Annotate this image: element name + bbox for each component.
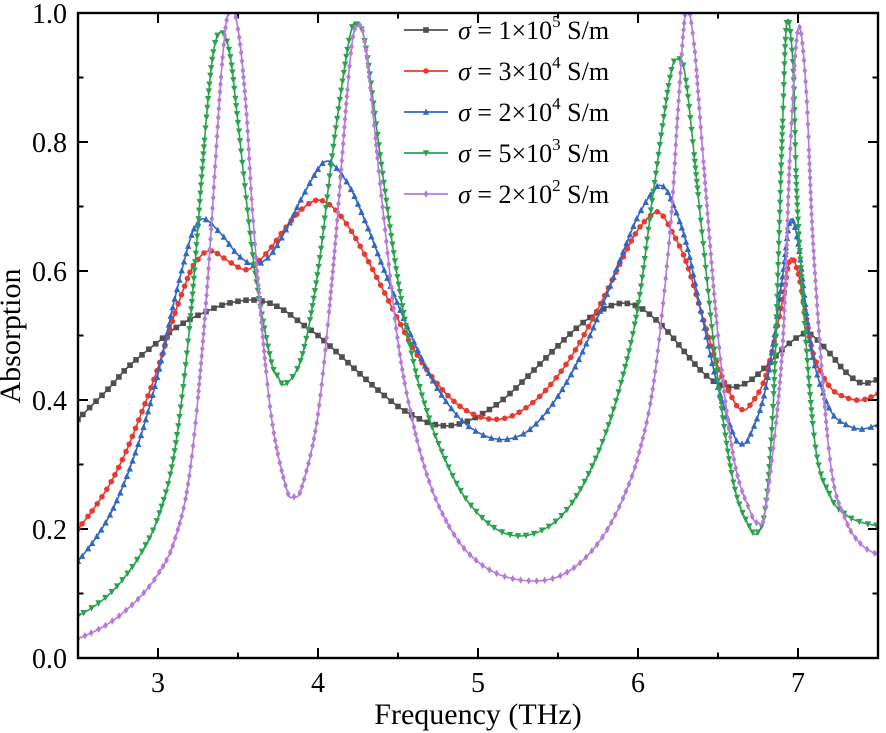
x-tick-label: 5 (471, 668, 485, 699)
legend-item-sigma-1e5: σ = 1×105 S/m (404, 12, 609, 45)
x-tick-label: 7 (791, 668, 805, 699)
y-tick-label: 0.0 (32, 644, 67, 675)
series-sigma-2e4 (78, 158, 878, 565)
series-sigma-2e2 (78, 13, 878, 643)
y-tick-label: 0.6 (32, 257, 67, 288)
series-markers-sigma-2e4 (78, 158, 878, 565)
series-markers-sigma-5e3 (78, 19, 878, 620)
legend: σ = 1×105 S/m σ = 3×104 S/m σ = 2×104 S/m σ… (404, 12, 609, 209)
legend-label: σ = 2×102 S/m (458, 176, 609, 209)
legend-label: σ = 3×104 S/m (458, 53, 609, 86)
axes-ticks-layer: 3 4 5 6 7 0.0 0.2 0.4 0.6 0.8 1.0 (32, 0, 879, 699)
series-markers-sigma-2e2 (78, 13, 877, 643)
y-tick-label: 1.0 (32, 0, 67, 30)
series-sigma-5e3 (78, 18, 878, 620)
x-tick-label: 6 (631, 668, 645, 699)
legend-item-sigma-2e4: σ = 2×104 S/m (404, 94, 609, 127)
y-tick-label: 0.4 (32, 386, 67, 417)
x-tick-label: 4 (311, 668, 325, 699)
series-line-sigma-1e5 (78, 299, 878, 427)
y-axis-title: Absorption (0, 269, 27, 404)
series-line-sigma-3e4 (78, 199, 878, 530)
legend-item-sigma-5e3: σ = 5×103 S/m (404, 135, 609, 168)
series-layer (78, 13, 878, 643)
axes-frame (76, 11, 880, 660)
y-tick-label: 0.2 (32, 515, 67, 546)
plot-frame (76, 11, 880, 660)
legend-label: σ = 5×103 S/m (458, 135, 609, 168)
legend-label: σ = 1×105 S/m (458, 12, 609, 45)
x-tick-label: 3 (151, 668, 165, 699)
y-tick-label: 0.8 (32, 128, 67, 159)
legend-item-sigma-2e2: σ = 2×102 S/m (404, 176, 609, 209)
legend-label: σ = 2×104 S/m (458, 94, 609, 127)
legend-item-sigma-3e4: σ = 3×104 S/m (404, 53, 609, 86)
series-markers-sigma-1e5 (78, 297, 878, 429)
series-sigma-1e5 (78, 297, 878, 429)
x-axis-title: Frequency (THz) (374, 698, 581, 731)
